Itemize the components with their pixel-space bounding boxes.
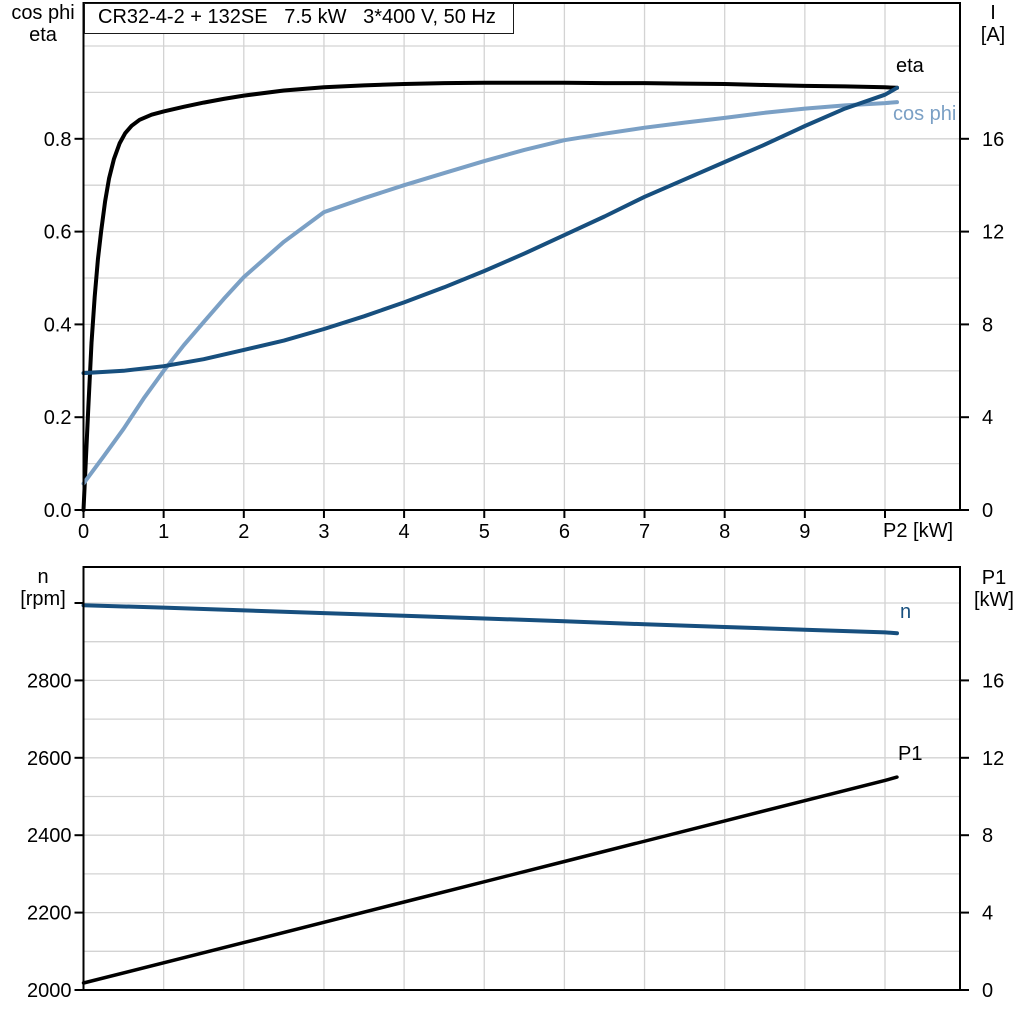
- tick-label: 2600: [27, 748, 72, 770]
- tick-label: 0: [982, 500, 993, 522]
- tick-label: 16: [982, 129, 1004, 151]
- tick-label: 7: [639, 521, 650, 543]
- tick-label: 2000: [27, 980, 72, 1002]
- tick-label: 8: [719, 521, 730, 543]
- tick-label: 12: [982, 222, 1004, 244]
- series-cos-phi: [81, 100, 899, 486]
- tick-label: 4: [982, 407, 993, 429]
- speed-axis-header-line1: n: [37, 566, 49, 588]
- tick-label: 6: [559, 521, 570, 543]
- cos-phi-curve-label: cos phi: [893, 103, 957, 125]
- chart-title-box: CR32-4-2 + 132SE 7.5 kW 3*400 V, 50 Hz: [84, 3, 514, 34]
- eta-curve-label: eta: [896, 55, 924, 77]
- p1-axis-header-line2: [kW]: [974, 589, 1014, 611]
- right-axis-header-line2: [A]: [980, 24, 1006, 46]
- tick-label: 2800: [27, 670, 72, 692]
- tick-label: 4: [399, 521, 410, 543]
- tick-label: 8: [982, 314, 993, 336]
- tick-label: 8: [982, 825, 993, 847]
- tick-label: 9: [799, 521, 810, 543]
- plot-border: [82, 566, 961, 991]
- top-left-axis-header: cos phi eta: [3, 2, 83, 46]
- tick-label: 1: [158, 521, 169, 543]
- bottom-left-axis-header: n [rpm]: [3, 566, 83, 610]
- tick-label: 0.4: [44, 314, 72, 336]
- series-P1: [81, 775, 899, 985]
- tick-label: 5: [479, 521, 490, 543]
- tick-label: 2: [238, 521, 249, 543]
- tick-label: 0.6: [44, 222, 72, 244]
- tick-label: 4: [982, 903, 993, 925]
- series-n: [81, 603, 899, 636]
- series-eta: [81, 80, 899, 512]
- tick-label: 3: [318, 521, 329, 543]
- tick-label: 0: [982, 980, 993, 1002]
- speed-axis-header-line2: [rpm]: [20, 588, 66, 610]
- left-axis-header-line2: eta: [29, 24, 57, 46]
- plot-border: [82, 2, 961, 511]
- tick-label: 0.0: [44, 500, 72, 522]
- right-axis-header-line1: I: [990, 2, 996, 24]
- series-I: [81, 85, 899, 376]
- p1-axis-header-line1: P1: [981, 567, 1007, 589]
- tick-label: 16: [982, 670, 1004, 692]
- x-axis-label: P2 [kW]: [883, 520, 954, 542]
- tick-label: 2200: [27, 903, 72, 925]
- tick-label: 12: [982, 748, 1004, 770]
- p1-curve-label: P1: [898, 743, 923, 765]
- left-axis-header-line1: cos phi: [11, 2, 75, 24]
- tick-label: 2400: [27, 825, 72, 847]
- tick-label: 0: [78, 521, 89, 543]
- bottom-right-axis-header: P1 [kW]: [963, 567, 1024, 611]
- tick-label: 0.8: [44, 129, 72, 151]
- n-curve-label: n: [900, 601, 912, 623]
- top-right-axis-header: I [A]: [963, 2, 1023, 46]
- tick-label: 0.2: [44, 407, 72, 429]
